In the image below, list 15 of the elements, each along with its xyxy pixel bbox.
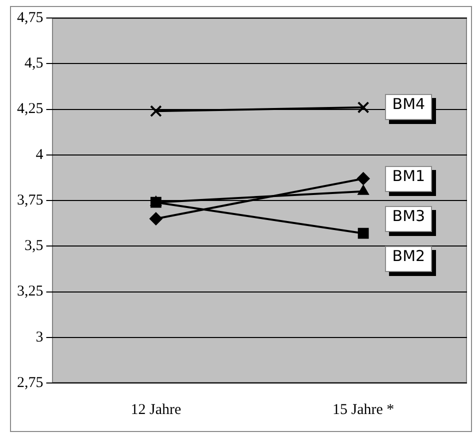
y-tick-label: 3,5 xyxy=(24,238,44,254)
y-tick-label: 4 xyxy=(36,146,44,163)
series-label: BM3 xyxy=(385,206,432,232)
x-tick-label: 15 Jahre * xyxy=(332,402,394,418)
y-tick-label: 3,25 xyxy=(17,284,44,300)
series-label: BM4 xyxy=(385,94,432,120)
y-tick-label: 4,5 xyxy=(24,56,44,72)
y-tick-label: 2,75 xyxy=(17,374,44,391)
y-tick-label: 3 xyxy=(36,329,44,346)
x-tick-label: 12 Jahre xyxy=(130,402,182,418)
series-label: BM2 xyxy=(385,246,432,272)
y-tick-label: 4,25 xyxy=(17,101,44,118)
y-tick-label: 4,75 xyxy=(17,10,44,26)
y-tick-label: 3,75 xyxy=(17,192,44,208)
series-label: BM1 xyxy=(385,166,432,192)
